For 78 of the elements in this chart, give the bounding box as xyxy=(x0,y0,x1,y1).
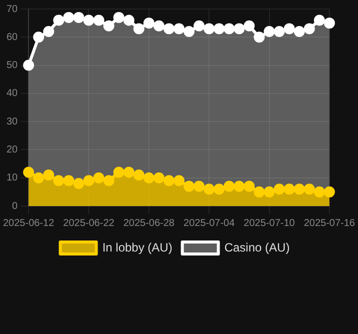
legend-label: In lobby (AU) xyxy=(102,240,172,254)
y-tick-label: 0 xyxy=(12,200,18,212)
point xyxy=(274,184,285,195)
x-tick-label: 2025-06-12 xyxy=(3,218,55,229)
point xyxy=(63,175,74,186)
point xyxy=(234,180,245,192)
point xyxy=(153,20,164,32)
x-tick-label: 2025-07-04 xyxy=(184,218,236,229)
point xyxy=(284,23,295,34)
point xyxy=(274,26,285,38)
point xyxy=(264,26,275,38)
point xyxy=(33,172,44,184)
x-tick-label: 2025-06-28 xyxy=(123,218,175,229)
point xyxy=(153,172,164,184)
point xyxy=(43,26,54,38)
point xyxy=(304,23,315,34)
point xyxy=(254,186,265,198)
point xyxy=(184,180,195,192)
point xyxy=(194,20,205,32)
point xyxy=(204,184,215,195)
point xyxy=(174,175,184,186)
point xyxy=(294,184,305,195)
point xyxy=(264,186,275,198)
y-tick-label: 10 xyxy=(6,172,18,184)
point xyxy=(244,20,255,32)
x-tick-label: 2025-07-10 xyxy=(244,218,296,229)
point xyxy=(163,23,174,34)
point xyxy=(224,23,235,34)
point xyxy=(314,14,325,26)
point xyxy=(143,172,154,184)
point xyxy=(204,23,215,34)
point xyxy=(244,180,255,192)
point xyxy=(284,184,295,195)
point xyxy=(63,12,74,23)
point xyxy=(73,178,84,189)
point xyxy=(123,166,134,178)
point xyxy=(53,14,64,26)
point xyxy=(324,186,335,198)
x-tick-label: 2025-07-16 xyxy=(304,218,356,229)
point xyxy=(314,186,325,198)
point xyxy=(304,184,315,195)
point xyxy=(43,170,54,181)
point xyxy=(103,20,114,32)
y-tick-label: 50 xyxy=(6,60,18,72)
point xyxy=(23,60,34,71)
point xyxy=(83,14,94,26)
point xyxy=(194,180,205,192)
point xyxy=(133,170,144,181)
point xyxy=(214,23,225,34)
point xyxy=(123,14,134,26)
point xyxy=(83,175,94,186)
y-tick-label: 70 xyxy=(6,4,18,15)
y-tick-label: 30 xyxy=(6,116,18,128)
point xyxy=(33,32,44,43)
point xyxy=(174,23,184,34)
y-tick-label: 60 xyxy=(6,32,18,43)
point xyxy=(163,175,174,186)
point xyxy=(133,23,144,34)
point xyxy=(254,32,265,43)
point xyxy=(214,184,225,195)
point xyxy=(234,23,245,34)
point xyxy=(93,14,104,26)
point xyxy=(103,175,114,186)
y-tick-label: 20 xyxy=(6,144,18,156)
point xyxy=(23,166,34,178)
point xyxy=(113,166,124,178)
point xyxy=(224,180,235,192)
point xyxy=(294,26,305,38)
point xyxy=(73,12,84,23)
y-tick-label: 40 xyxy=(6,88,18,100)
point xyxy=(53,175,64,186)
point xyxy=(143,18,154,29)
x-tick-label: 2025-06-22 xyxy=(63,218,115,229)
point xyxy=(324,18,335,29)
point xyxy=(113,12,124,23)
point xyxy=(184,26,195,38)
legend-label: Casino (AU) xyxy=(224,240,290,254)
point xyxy=(93,172,104,184)
